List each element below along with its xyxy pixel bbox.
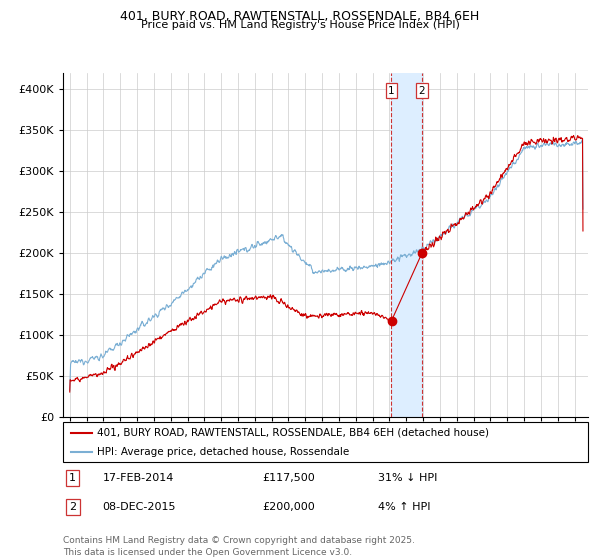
Text: £200,000: £200,000 xyxy=(263,502,315,512)
Text: 31% ↓ HPI: 31% ↓ HPI xyxy=(378,473,437,483)
Text: 1: 1 xyxy=(70,473,76,483)
Text: 4% ↑ HPI: 4% ↑ HPI xyxy=(378,502,431,512)
Text: 401, BURY ROAD, RAWTENSTALL, ROSSENDALE, BB4 6EH (detached house): 401, BURY ROAD, RAWTENSTALL, ROSSENDALE,… xyxy=(97,428,489,438)
Text: HPI: Average price, detached house, Rossendale: HPI: Average price, detached house, Ross… xyxy=(97,447,349,457)
Text: Contains HM Land Registry data © Crown copyright and database right 2025.
This d: Contains HM Land Registry data © Crown c… xyxy=(63,536,415,557)
Text: 1: 1 xyxy=(388,86,395,96)
Text: 08-DEC-2015: 08-DEC-2015 xyxy=(103,502,176,512)
Text: £117,500: £117,500 xyxy=(263,473,315,483)
Text: Price paid vs. HM Land Registry's House Price Index (HPI): Price paid vs. HM Land Registry's House … xyxy=(140,20,460,30)
Text: 2: 2 xyxy=(70,502,76,512)
Bar xyxy=(391,73,422,417)
Text: 2: 2 xyxy=(419,86,425,96)
Text: 401, BURY ROAD, RAWTENSTALL, ROSSENDALE, BB4 6EH: 401, BURY ROAD, RAWTENSTALL, ROSSENDALE,… xyxy=(121,10,479,22)
FancyBboxPatch shape xyxy=(63,422,588,462)
Text: 17-FEB-2014: 17-FEB-2014 xyxy=(103,473,174,483)
